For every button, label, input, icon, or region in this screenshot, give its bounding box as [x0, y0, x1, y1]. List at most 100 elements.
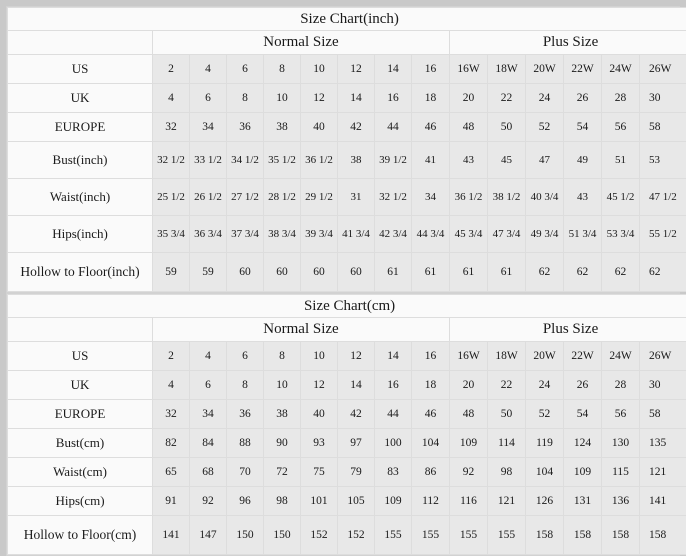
data-cell: 39 3/4 — [301, 216, 338, 253]
data-cell: 155 — [412, 516, 450, 555]
data-cell: 26W — [640, 55, 686, 84]
data-cell: 62 — [526, 253, 564, 292]
data-cell: 46 — [412, 400, 450, 429]
data-cell: 28 — [602, 84, 640, 113]
data-cell: 104 — [526, 458, 564, 487]
data-cell: 119 — [526, 429, 564, 458]
data-cell: 75 — [301, 458, 338, 487]
data-cell: 31 — [338, 179, 375, 216]
row-label: EUROPE — [8, 400, 153, 429]
data-cell: 50 — [488, 400, 526, 429]
data-cell: 14 — [338, 371, 375, 400]
title-row: Size Chart(inch) — [8, 8, 686, 31]
data-cell: 25 1/2 — [153, 179, 190, 216]
data-cell: 54 — [564, 400, 602, 429]
row-label: EUROPE — [8, 113, 153, 142]
data-cell: 84 — [190, 429, 227, 458]
data-cell: 97 — [338, 429, 375, 458]
data-cell: 155 — [450, 516, 488, 555]
data-cell: 34 — [190, 113, 227, 142]
data-cell: 41 3/4 — [338, 216, 375, 253]
data-cell: 18 — [412, 371, 450, 400]
data-cell: 79 — [338, 458, 375, 487]
data-cell: 16 — [375, 84, 412, 113]
data-cell: 12 — [338, 55, 375, 84]
data-cell: 8 — [227, 84, 264, 113]
chart-title: Size Chart(inch) — [8, 8, 686, 31]
data-cell: 55 1/2 — [640, 216, 686, 253]
data-cell: 4 — [153, 84, 190, 113]
data-cell: 158 — [640, 516, 686, 555]
data-cell: 10 — [301, 342, 338, 371]
row-label: US — [8, 342, 153, 371]
data-cell: 18W — [488, 342, 526, 371]
data-cell: 30 — [640, 371, 686, 400]
data-cell: 93 — [301, 429, 338, 458]
data-cell: 82 — [153, 429, 190, 458]
title-row: Size Chart(cm) — [8, 295, 686, 318]
row-label: Hips(inch) — [8, 216, 153, 253]
data-cell: 141 — [640, 487, 686, 516]
data-cell: 16W — [450, 55, 488, 84]
data-cell: 16 — [412, 342, 450, 371]
data-cell: 44 — [375, 113, 412, 142]
data-cell: 53 3/4 — [602, 216, 640, 253]
data-cell: 48 — [450, 400, 488, 429]
data-cell: 12 — [338, 342, 375, 371]
data-cell: 39 1/2 — [375, 142, 412, 179]
data-cell: 152 — [338, 516, 375, 555]
data-cell: 12 — [301, 84, 338, 113]
data-cell: 72 — [264, 458, 301, 487]
data-cell: 131 — [564, 487, 602, 516]
data-cell: 38 3/4 — [264, 216, 301, 253]
data-cell: 135 — [640, 429, 686, 458]
data-cell: 34 1/2 — [227, 142, 264, 179]
data-cell: 62 — [640, 253, 686, 292]
data-cell: 36 1/2 — [450, 179, 488, 216]
row-label: Hollow to Floor(inch) — [8, 253, 153, 292]
data-cell: 136 — [602, 487, 640, 516]
data-cell: 27 1/2 — [227, 179, 264, 216]
data-cell: 20W — [526, 342, 564, 371]
data-cell: 32 — [153, 400, 190, 429]
data-cell: 49 — [564, 142, 602, 179]
data-cell: 54 — [564, 113, 602, 142]
data-cell: 34 — [412, 179, 450, 216]
data-cell: 98 — [264, 487, 301, 516]
data-cell: 8 — [264, 342, 301, 371]
data-cell: 47 — [526, 142, 564, 179]
data-cell: 38 — [338, 142, 375, 179]
row-label: US — [8, 55, 153, 84]
data-cell: 22W — [564, 342, 602, 371]
data-cell: 43 — [450, 142, 488, 179]
data-cell: 2 — [153, 342, 190, 371]
data-cell: 42 — [338, 113, 375, 142]
data-cell: 14 — [338, 84, 375, 113]
data-cell: 37 3/4 — [227, 216, 264, 253]
data-cell: 6 — [227, 342, 264, 371]
data-cell: 26 — [564, 84, 602, 113]
data-cell: 41 — [412, 142, 450, 179]
data-cell: 155 — [488, 516, 526, 555]
data-cell: 32 1/2 — [375, 179, 412, 216]
data-cell: 38 — [264, 400, 301, 429]
row-label: Waist(cm) — [8, 458, 153, 487]
data-cell: 40 3/4 — [526, 179, 564, 216]
data-cell: 6 — [190, 371, 227, 400]
data-cell: 61 — [412, 253, 450, 292]
data-cell: 61 — [488, 253, 526, 292]
data-cell: 62 — [564, 253, 602, 292]
data-cell: 40 — [301, 113, 338, 142]
